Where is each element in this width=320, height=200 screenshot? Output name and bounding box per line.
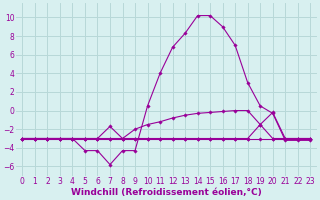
- X-axis label: Windchill (Refroidissement éolien,°C): Windchill (Refroidissement éolien,°C): [71, 188, 262, 197]
